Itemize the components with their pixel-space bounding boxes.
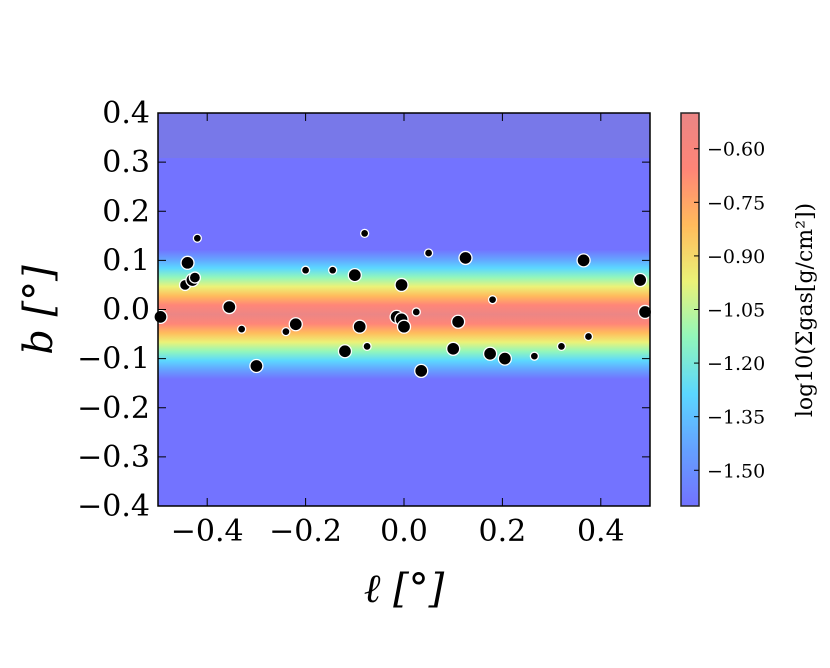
data-point-17	[362, 341, 372, 351]
colorbar: −0.60 −0.75 −0.90 −1.05 −1.20 −1.35 −1.50	[680, 112, 765, 507]
data-point-24	[423, 248, 434, 258]
data-point-5	[192, 233, 203, 243]
data-point-26	[450, 314, 466, 329]
y-tick-label: 0.1	[102, 243, 150, 278]
data-point-14	[347, 267, 362, 283]
x-axis-label: ℓ [°]	[364, 566, 445, 612]
data-point-31	[529, 351, 540, 361]
data-point-12	[328, 265, 338, 275]
data-point-13	[337, 344, 353, 359]
data-point-15	[352, 319, 367, 334]
colorbar-tick-label: −0.60	[707, 139, 765, 161]
data-point-0	[153, 309, 168, 325]
colorbar-tick-label: −1.20	[707, 353, 765, 375]
data-point-19	[394, 277, 409, 293]
y-tick-label: −0.3	[77, 440, 150, 475]
data-point-34	[583, 331, 594, 342]
colorbar-label: log10(Σgas[g/cm²])	[793, 203, 818, 417]
data-point-9	[281, 326, 291, 337]
data-point-35	[633, 272, 648, 288]
y-tick-label: 0.2	[102, 194, 150, 229]
data-point-28	[482, 346, 498, 361]
data-point-27	[458, 250, 473, 266]
data-point-33	[576, 253, 591, 268]
heatmap-rect	[158, 113, 650, 506]
data-point-8	[249, 358, 264, 374]
colorbar-tick-label: −1.50	[707, 460, 765, 482]
x-tick-label: 0.2	[479, 514, 527, 549]
y-tick-label: −0.2	[77, 391, 150, 426]
data-point-29	[487, 295, 498, 305]
data-point-21	[396, 319, 412, 334]
data-point-36	[637, 304, 653, 320]
colorbar-tick-label: −0.90	[707, 246, 765, 268]
x-tick-label: 0.4	[577, 514, 625, 549]
data-point-6	[222, 299, 237, 315]
data-point-25	[446, 341, 461, 356]
data-point-32	[556, 341, 567, 351]
data-point-4	[188, 271, 202, 284]
x-tick-label: 0.0	[380, 514, 428, 549]
y-axis-ticks: 0.4 0.3 0.2 0.1 0.0 −0.1 −0.2 −0.3 −0.4	[77, 96, 650, 524]
x-tick-label: −0.4	[171, 514, 244, 549]
y-tick-label: −0.1	[77, 342, 150, 377]
y-tick-label: 0.0	[102, 293, 150, 328]
data-point-11	[300, 265, 311, 275]
data-points	[153, 228, 653, 379]
data-point-16	[359, 228, 370, 239]
x-tick-label: −0.2	[269, 514, 342, 549]
data-point-1	[180, 255, 195, 270]
y-tick-label: −0.4	[77, 489, 150, 524]
y-tick-label: 0.3	[102, 145, 150, 180]
data-point-22	[411, 307, 421, 317]
colorbar-tick-label: −1.05	[707, 300, 765, 322]
data-point-23	[414, 363, 429, 379]
data-point-10	[288, 317, 303, 332]
data-point-30	[497, 351, 513, 366]
y-axis-label: b [°]	[16, 265, 62, 355]
colorbar-tick-label: −0.75	[707, 192, 765, 214]
data-point-7	[236, 324, 247, 334]
y-tick-label: 0.4	[102, 96, 150, 131]
heatmap-background	[158, 113, 650, 506]
colorbar-tick-label: −1.35	[707, 407, 765, 429]
x-axis-ticks: −0.4 −0.2 0.0 0.2 0.4	[171, 113, 625, 549]
